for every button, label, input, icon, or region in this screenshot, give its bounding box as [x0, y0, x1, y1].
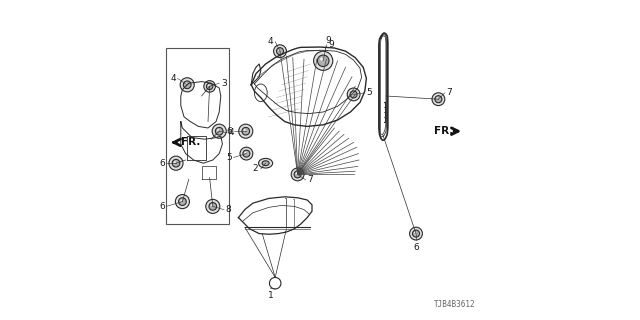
Text: 7: 7 [307, 175, 313, 184]
Text: 6: 6 [413, 243, 419, 252]
Circle shape [413, 230, 420, 237]
Text: 6: 6 [159, 202, 165, 211]
Circle shape [240, 147, 253, 160]
Text: FR.: FR. [434, 126, 453, 136]
Text: 1: 1 [268, 291, 273, 300]
Circle shape [350, 91, 357, 98]
Text: 4: 4 [170, 74, 176, 83]
Circle shape [432, 93, 445, 106]
Text: 6: 6 [227, 127, 232, 136]
Circle shape [414, 232, 416, 233]
Circle shape [274, 45, 287, 58]
Circle shape [172, 159, 180, 167]
Circle shape [348, 88, 360, 101]
Circle shape [244, 129, 246, 131]
Circle shape [435, 96, 442, 103]
Circle shape [318, 56, 328, 66]
Circle shape [206, 83, 212, 90]
Text: TJB4B3612: TJB4B3612 [433, 300, 475, 309]
Circle shape [276, 48, 284, 55]
Circle shape [208, 84, 209, 86]
Circle shape [180, 78, 195, 92]
Text: 7: 7 [447, 88, 452, 97]
Text: 5: 5 [227, 153, 232, 162]
Circle shape [317, 55, 329, 67]
Circle shape [217, 129, 219, 131]
Circle shape [296, 172, 298, 174]
Circle shape [212, 124, 227, 138]
Text: 9: 9 [328, 40, 333, 49]
Circle shape [209, 203, 216, 210]
Text: 5: 5 [366, 88, 372, 97]
Circle shape [183, 81, 191, 89]
Circle shape [169, 156, 183, 170]
Text: 4: 4 [268, 37, 274, 46]
Circle shape [179, 198, 186, 205]
Text: 9: 9 [325, 36, 331, 45]
Text: FR.: FR. [181, 137, 200, 148]
Text: 3: 3 [221, 79, 227, 88]
Circle shape [215, 127, 223, 135]
Text: 4: 4 [229, 128, 234, 137]
Circle shape [244, 152, 246, 153]
Circle shape [239, 124, 253, 138]
Circle shape [320, 58, 323, 60]
Circle shape [278, 49, 280, 51]
Circle shape [211, 204, 212, 206]
Circle shape [291, 168, 304, 181]
Circle shape [410, 227, 422, 240]
Circle shape [351, 92, 353, 94]
Circle shape [243, 150, 250, 157]
Circle shape [175, 195, 189, 209]
Bar [166, 48, 229, 224]
Text: 6: 6 [159, 159, 165, 168]
Circle shape [294, 171, 301, 178]
Circle shape [180, 199, 182, 201]
Circle shape [174, 161, 176, 163]
Circle shape [321, 58, 323, 60]
Circle shape [315, 52, 332, 69]
Circle shape [204, 81, 215, 92]
Circle shape [206, 199, 220, 213]
Circle shape [242, 127, 250, 135]
Ellipse shape [262, 161, 269, 166]
Ellipse shape [259, 158, 273, 168]
Circle shape [314, 51, 333, 70]
Circle shape [436, 97, 438, 99]
Text: 8: 8 [226, 205, 231, 214]
Text: 2: 2 [252, 164, 258, 173]
Circle shape [185, 83, 187, 84]
